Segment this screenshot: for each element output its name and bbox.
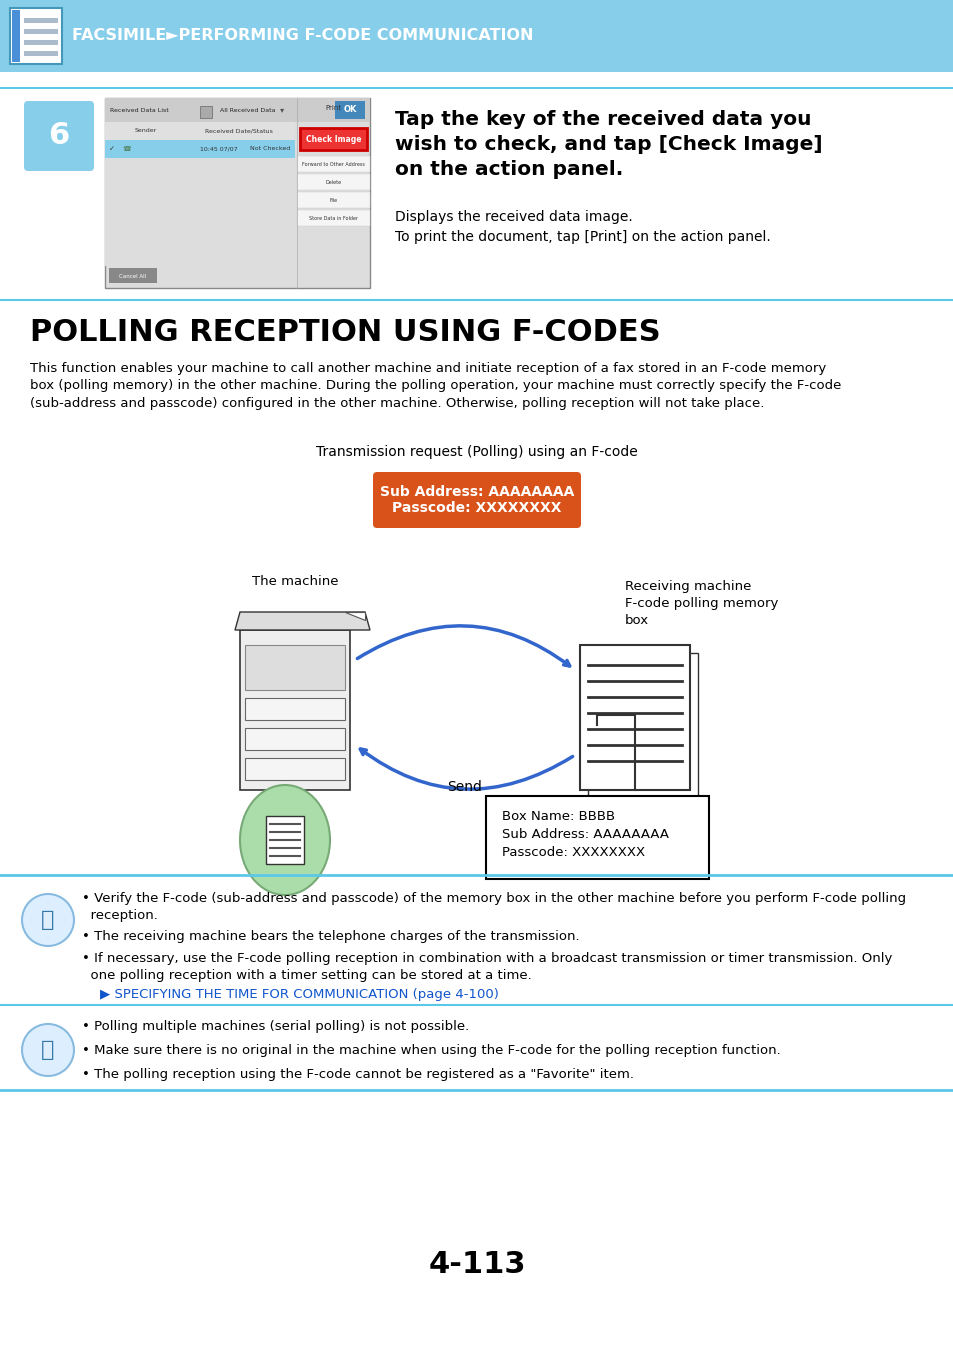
Text: 10:45 07/07: 10:45 07/07	[200, 147, 237, 151]
Bar	[296, 157, 370, 171]
Bar	[105, 140, 294, 158]
Bar	[245, 757, 345, 780]
Text: Sender: Sender	[135, 128, 157, 134]
Bar	[296, 192, 370, 208]
Bar	[240, 630, 350, 790]
Text: Delete: Delete	[325, 180, 341, 185]
Bar	[296, 174, 370, 190]
Bar	[296, 211, 370, 225]
Text: ☎: ☎	[123, 146, 132, 153]
Bar	[24, 18, 58, 23]
Bar	[245, 728, 345, 751]
Ellipse shape	[240, 784, 330, 895]
Text: Cancel All: Cancel All	[119, 274, 147, 278]
Polygon shape	[234, 612, 370, 630]
Text: Box Name: BBBB
Sub Address: AAAAAAAA
Passcode: XXXXXXXX: Box Name: BBBB Sub Address: AAAAAAAA Pas…	[501, 810, 668, 859]
Bar	[579, 645, 689, 790]
Bar	[105, 122, 294, 140]
Bar	[105, 99, 370, 122]
Text: This function enables your machine to call another machine and initiate receptio: This function enables your machine to ca…	[30, 362, 841, 410]
Text: Displays the received data image.
To print the document, tap [Print] on the acti: Displays the received data image. To pri…	[395, 211, 770, 243]
Text: • Polling multiple machines (serial polling) is not possible.: • Polling multiple machines (serial poll…	[82, 1021, 469, 1033]
Text: Check Image: Check Image	[305, 135, 361, 143]
Bar	[245, 645, 345, 690]
Circle shape	[22, 894, 74, 946]
Text: Transmission request (Polling) using an F-code: Transmission request (Polling) using an …	[315, 446, 638, 459]
Text: Received Data List: Received Data List	[110, 108, 169, 112]
FancyBboxPatch shape	[10, 8, 62, 63]
Text: 6: 6	[49, 122, 70, 150]
FancyBboxPatch shape	[373, 472, 580, 528]
Bar	[105, 99, 370, 288]
FancyBboxPatch shape	[24, 101, 94, 171]
Text: 📎: 📎	[41, 910, 54, 930]
Bar	[24, 51, 58, 55]
Text: All Received Data: All Received Data	[220, 108, 275, 112]
Text: Receiving machine
F-code polling memory
box: Receiving machine F-code polling memory …	[624, 580, 778, 626]
Text: • The receiving machine bears the telephone charges of the transmission.: • The receiving machine bears the teleph…	[82, 930, 579, 944]
Text: ▾: ▾	[280, 105, 284, 115]
Text: Not Checked: Not Checked	[250, 147, 290, 151]
Text: Send: Send	[447, 780, 482, 794]
Bar	[0, 0, 953, 72]
Bar	[109, 269, 157, 284]
Text: Tap the key of the received data you
wish to check, and tap [Check Image]
on the: Tap the key of the received data you wis…	[395, 109, 821, 180]
Text: 4-113: 4-113	[428, 1250, 525, 1278]
Text: • The polling reception using the F-code cannot be registered as a "Favorite" it: • The polling reception using the F-code…	[82, 1068, 634, 1081]
Text: Received Date/Status: Received Date/Status	[205, 128, 273, 134]
Text: The machine: The machine	[252, 575, 338, 589]
Polygon shape	[345, 612, 365, 620]
Text: File: File	[329, 197, 337, 202]
Bar	[266, 815, 304, 864]
Bar	[587, 653, 698, 798]
Text: Store Data in Folder: Store Data in Folder	[309, 216, 357, 220]
Text: ✓: ✓	[109, 146, 114, 153]
Text: ▶ SPECIFYING THE TIME FOR COMMUNICATION (page 4-100): ▶ SPECIFYING THE TIME FOR COMMUNICATION …	[100, 988, 498, 1000]
Bar	[105, 158, 294, 266]
Text: • If necessary, use the F-code polling reception in combination with a broadcast: • If necessary, use the F-code polling r…	[82, 952, 891, 981]
Text: FACSIMILE►PERFORMING F-CODE COMMUNICATION: FACSIMILE►PERFORMING F-CODE COMMUNICATIO…	[71, 28, 533, 43]
Bar	[245, 698, 345, 720]
Text: Print: Print	[325, 105, 341, 111]
Text: • Make sure there is no original in the machine when using the F-code for the po: • Make sure there is no original in the …	[82, 1044, 780, 1057]
Bar	[335, 101, 365, 119]
Bar	[12, 9, 20, 62]
Bar	[24, 28, 58, 34]
Text: POLLING RECEPTION USING F-CODES: POLLING RECEPTION USING F-CODES	[30, 319, 659, 347]
Bar	[24, 40, 58, 45]
Text: 🔄: 🔄	[41, 1040, 54, 1060]
Text: Sub Address: AAAAAAAA
Passcode: XXXXXXXX: Sub Address: AAAAAAAA Passcode: XXXXXXXX	[379, 485, 574, 516]
Bar	[200, 107, 212, 117]
Text: OK: OK	[343, 105, 356, 115]
FancyBboxPatch shape	[485, 796, 708, 879]
Circle shape	[22, 1025, 74, 1076]
Bar	[299, 128, 367, 150]
Text: • Verify the F-code (sub-address and passcode) of the memory box in the other ma: • Verify the F-code (sub-address and pas…	[82, 892, 905, 922]
Text: Forward to Other Address: Forward to Other Address	[302, 162, 365, 166]
